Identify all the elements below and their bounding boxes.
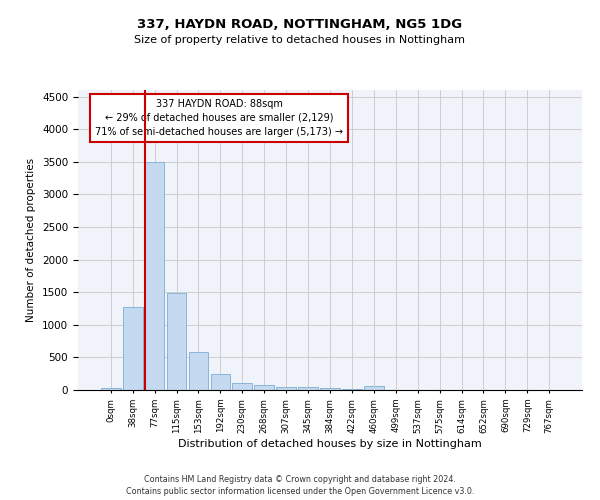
Text: 337, HAYDN ROAD, NOTTINGHAM, NG5 1DG: 337, HAYDN ROAD, NOTTINGHAM, NG5 1DG [137,18,463,30]
Text: Size of property relative to detached houses in Nottingham: Size of property relative to detached ho… [134,35,466,45]
Bar [364,386,384,390]
Bar [342,388,362,390]
Bar [123,307,143,390]
Y-axis label: Number of detached properties: Number of detached properties [26,158,37,322]
Bar [211,374,230,390]
Bar [145,162,164,390]
Bar [276,386,296,390]
Bar [298,388,318,390]
Bar [320,388,340,390]
Bar [232,382,252,390]
Bar [188,352,208,390]
Text: 337 HAYDN ROAD: 88sqm
← 29% of detached houses are smaller (2,129)
71% of semi-d: 337 HAYDN ROAD: 88sqm ← 29% of detached … [95,99,343,137]
Bar [167,294,187,390]
Text: Contains HM Land Registry data © Crown copyright and database right 2024.
Contai: Contains HM Land Registry data © Crown c… [126,475,474,496]
Bar [101,388,121,390]
X-axis label: Distribution of detached houses by size in Nottingham: Distribution of detached houses by size … [178,440,482,450]
Bar [254,385,274,390]
